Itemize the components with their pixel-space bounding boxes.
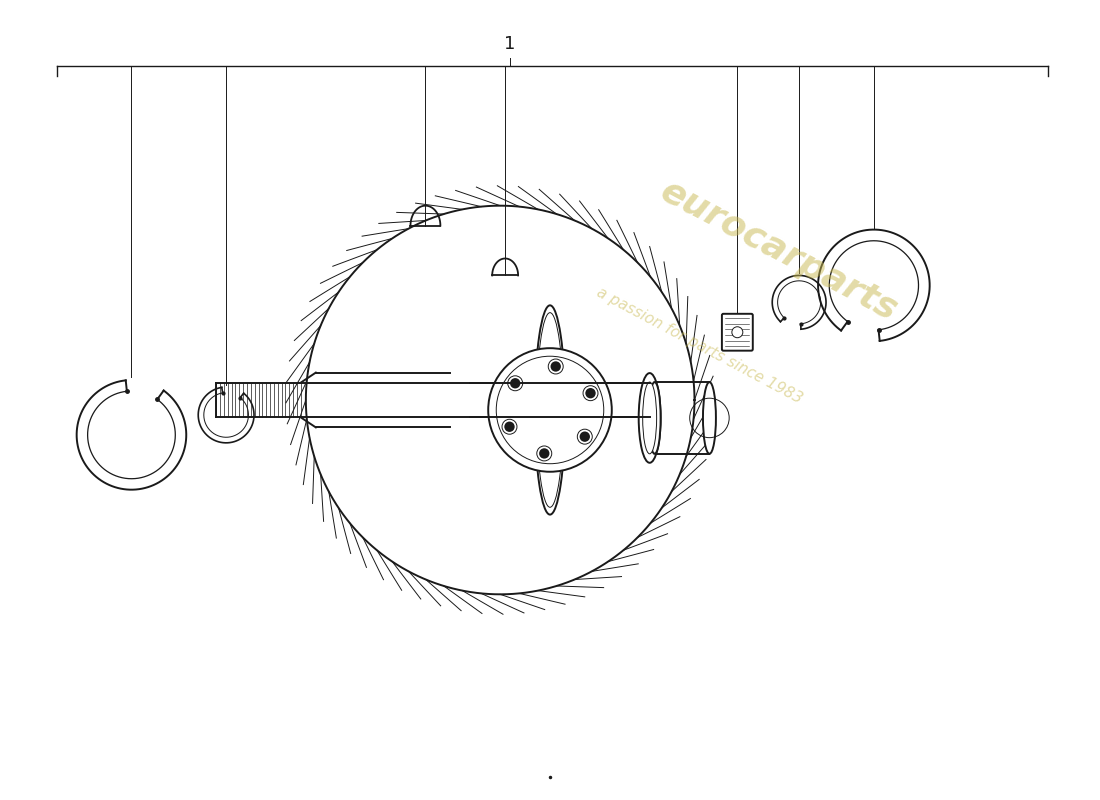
Ellipse shape: [639, 373, 661, 462]
Ellipse shape: [703, 382, 716, 454]
Circle shape: [583, 386, 598, 401]
Circle shape: [585, 388, 596, 398]
Circle shape: [537, 446, 552, 461]
FancyBboxPatch shape: [722, 314, 752, 350]
Circle shape: [502, 419, 517, 434]
Circle shape: [488, 348, 612, 472]
Circle shape: [548, 359, 563, 374]
Circle shape: [578, 429, 592, 444]
Text: a passion for parts since 1983: a passion for parts since 1983: [594, 284, 805, 406]
Circle shape: [732, 326, 742, 338]
Ellipse shape: [535, 306, 565, 514]
Circle shape: [508, 376, 522, 390]
Circle shape: [539, 448, 550, 458]
Circle shape: [510, 378, 520, 389]
Circle shape: [580, 431, 590, 442]
Text: 1: 1: [505, 35, 516, 54]
Text: eurocarparts: eurocarparts: [654, 174, 903, 327]
Ellipse shape: [649, 382, 661, 454]
Circle shape: [550, 362, 561, 372]
Ellipse shape: [642, 382, 657, 454]
Circle shape: [504, 422, 515, 432]
